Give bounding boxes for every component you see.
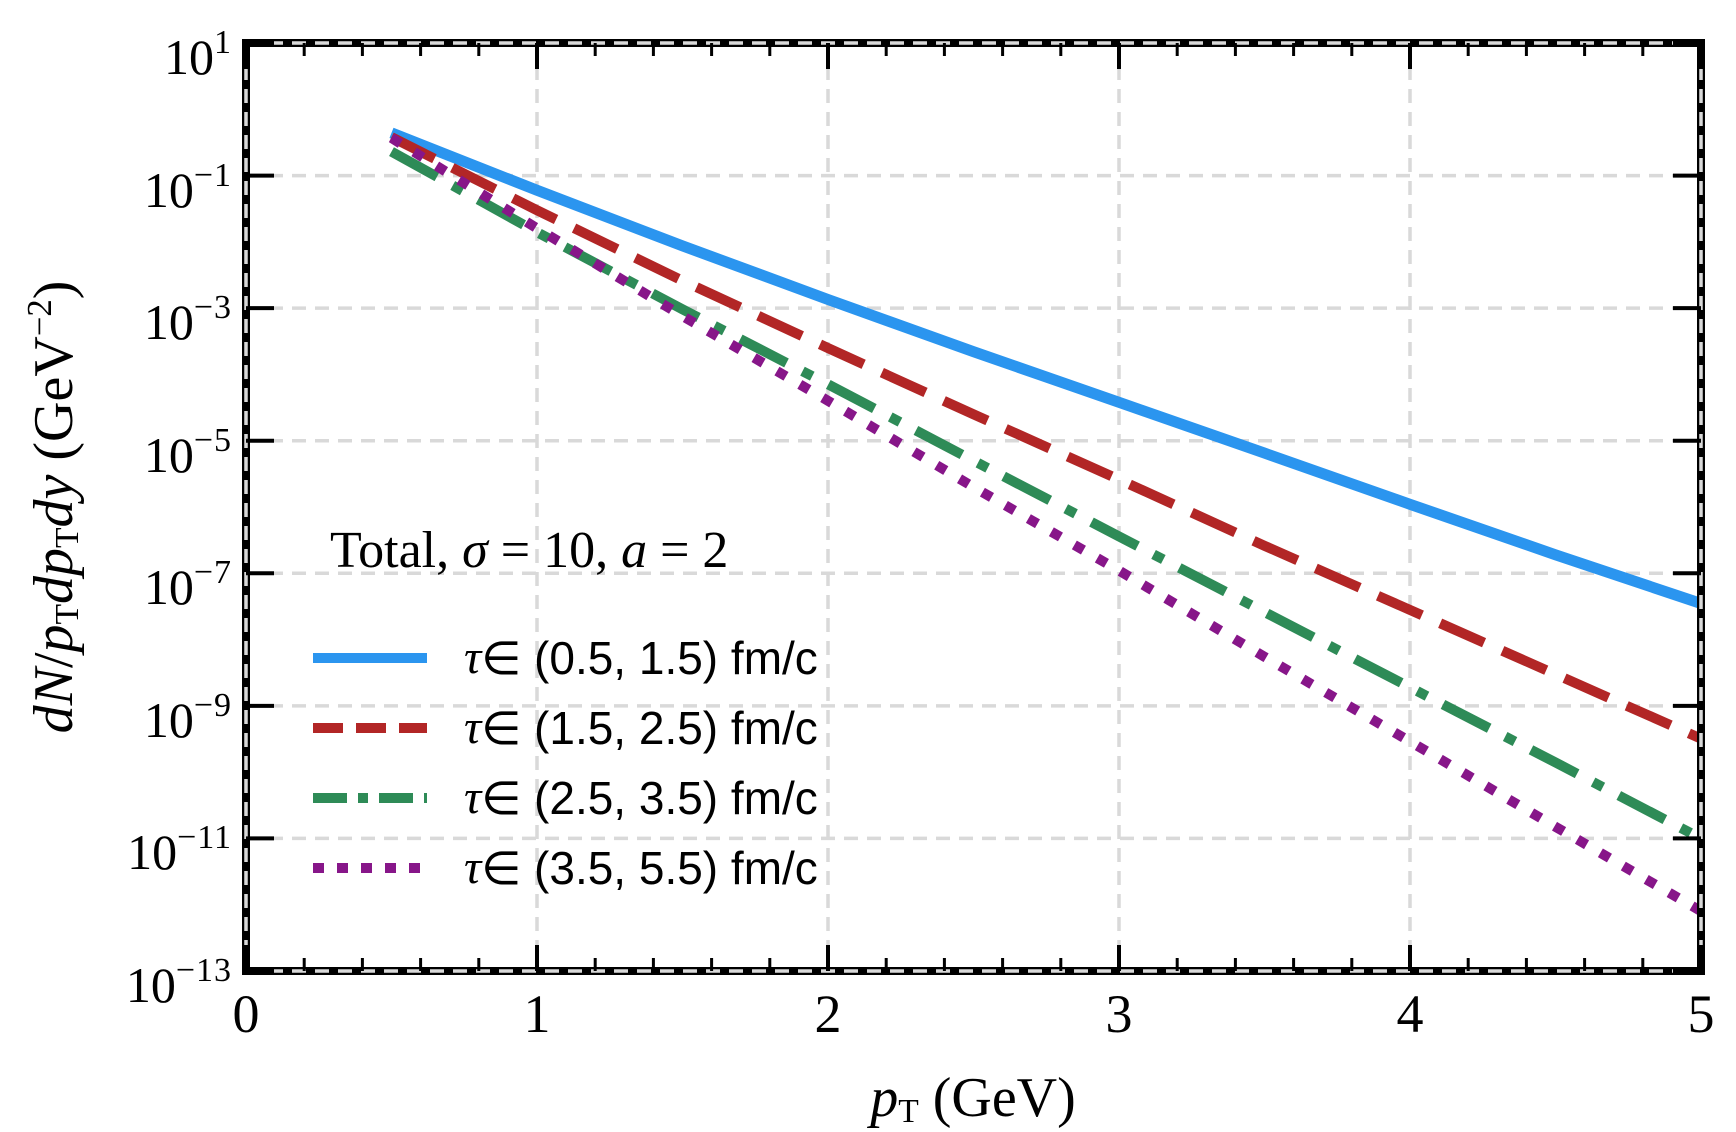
y-tick-exponent: 1 [214,24,232,61]
legend-label: ∈ (0.5, 1.5) fm/c [481,632,818,684]
y-tick-exponent: −7 [193,554,232,592]
y-tick-label: 10−3 [72,273,232,357]
x-tick-label: 2 [814,984,842,1044]
x-tick-label: 4 [1396,984,1424,1044]
text-segment: T [48,527,86,548]
text-segment: dp [22,547,85,604]
x-tick-label: 5 [1687,984,1715,1044]
y-axis-title: dN/pTdpTdy (GeV−2) [0,147,86,867]
y-tick-label: 10−7 [72,538,232,622]
y-tick-base: 10 [164,29,214,86]
y-tick-base: 10 [143,294,194,351]
plot-annotation: Total, σ = 10, a = 2 [330,522,728,580]
y-tick-exponent: −9 [193,686,232,724]
text-segment: ) [22,280,85,300]
text-segment: dN [22,668,85,734]
text-segment: Total, [330,522,463,579]
text-segment: σ [462,522,488,579]
legend-entry: τ ∈ (1.5, 2.5) fm/c [310,693,818,763]
y-tick-base: 10 [143,161,194,218]
y-tick-label: 10−1 [72,141,232,225]
y-tick-exponent: −1 [193,156,232,194]
series-line-0 [389,127,1703,609]
x-axis-title: pT (GeV) [673,1066,1273,1132]
legend-tau-symbol: τ [464,841,482,894]
legend-line-sample [313,723,427,733]
y-tick-base: 10 [143,559,194,616]
series-line-2 [389,147,1704,843]
y-tick-base: 10 [125,957,176,1014]
legend-entry: τ ∈ (2.5, 3.5) fm/c [310,763,818,833]
y-tick-label: 10−5 [72,406,232,490]
x-tick-label: 3 [1105,984,1133,1044]
legend-entry: τ ∈ (0.5, 1.5) fm/c [310,623,818,693]
legend-tau-symbol: τ [464,701,482,754]
legend-tau-symbol: τ [464,771,482,824]
x-tick-label: 1 [523,984,551,1044]
y-tick-label: 10−13 [72,936,232,1020]
text-segment: = 2 [647,522,729,579]
y-tick-base: 10 [127,824,178,881]
text-segment: dy [22,474,85,528]
y-tick-label: 10−9 [72,671,232,755]
y-tick-label: 101 [72,8,232,92]
legend-label: ∈ (3.5, 5.5) fm/c [481,842,818,894]
text-segment: p [22,624,85,653]
legend-label: ∈ (1.5, 2.5) fm/c [481,702,818,754]
text-segment: (GeV [22,336,85,475]
text-segment: (GeV) [918,1067,1076,1129]
y-tick-label: 10−11 [72,803,232,887]
y-tick-exponent: −3 [193,289,232,327]
legend-entry: τ ∈ (3.5, 5.5) fm/c [310,833,818,903]
y-tick-exponent: −13 [175,952,232,989]
text-segment: a [621,522,648,579]
text-segment: T [48,603,86,625]
legend: τ ∈ (0.5, 1.5) fm/c τ ∈ (1.5, 2.5) fm/c τ … [310,623,818,903]
legend-line-sample [313,793,427,803]
y-tick-exponent: −11 [177,819,232,857]
text-segment: T [898,1093,919,1131]
text-segment: / [22,652,85,669]
series-line-1 [389,132,1704,744]
y-tick-base: 10 [143,426,194,483]
legend-label: ∈ (2.5, 3.5) fm/c [481,772,818,824]
y-tick-exponent: −5 [193,421,232,459]
legend-line-sample [313,653,427,663]
text-segment: p [870,1067,899,1129]
legend-line-sample [313,863,427,873]
text-segment: −2 [20,299,59,337]
text-segment: = 10, [487,522,622,579]
x-tick-label: 0 [232,984,260,1044]
y-tick-base: 10 [143,691,194,748]
legend-tau-symbol: τ [464,631,482,684]
